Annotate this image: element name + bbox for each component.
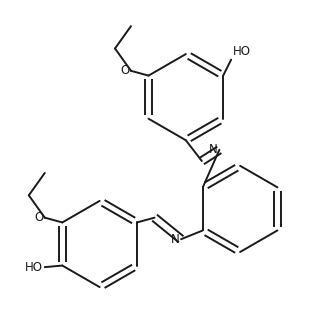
Text: HO: HO — [25, 260, 43, 274]
Text: O: O — [34, 211, 43, 224]
Text: O: O — [120, 64, 129, 77]
Text: N: N — [209, 143, 218, 156]
Text: HO: HO — [233, 45, 251, 58]
Text: N: N — [171, 233, 180, 246]
